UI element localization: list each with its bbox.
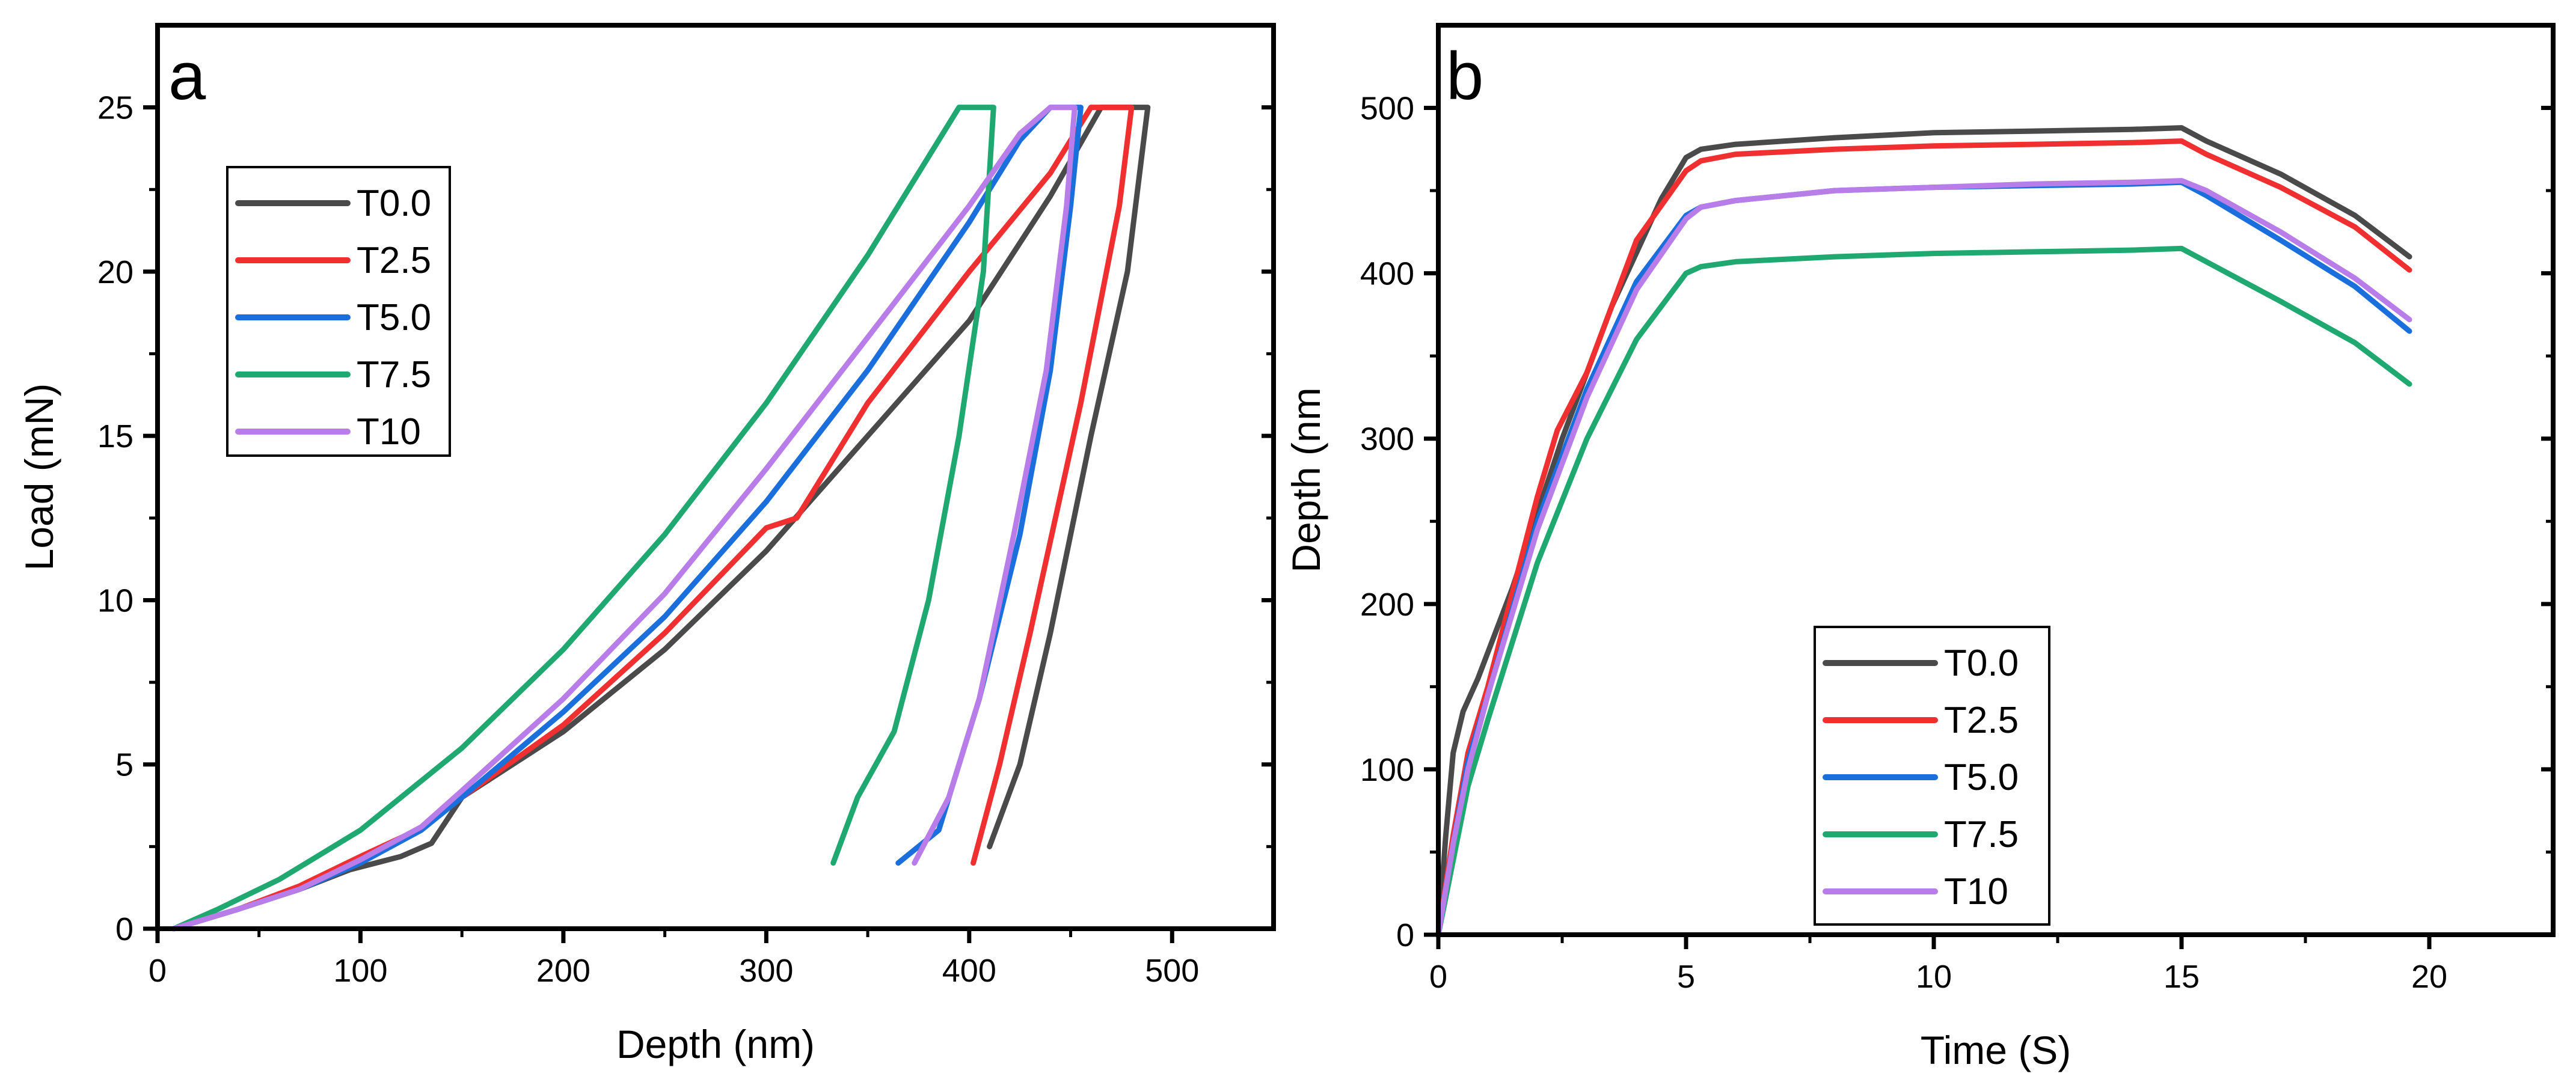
panel-a-x-tick-label: 100 (333, 953, 387, 989)
panel-a-legend-label-T7.5: T7.5 (357, 354, 431, 396)
panel-a-series-group (171, 105, 1151, 932)
panel-b-panel-letter: b (1446, 38, 1483, 114)
panel-b-legend-label-T7.5: T7.5 (1944, 814, 2019, 855)
panel-a-series-line-T5.0 (171, 105, 1084, 932)
panel-a-x-tick-label: 200 (536, 953, 590, 989)
panel-a-series-line-T10 (171, 105, 1078, 932)
panel-a-y-tick-label: 5 (115, 747, 133, 783)
panel-b-x-tick-label: 10 (1916, 959, 1952, 995)
panel-b-y-tick-label: 0 (1396, 917, 1414, 953)
panel-b-series-group (1435, 125, 2412, 938)
panel-b-series-line-T10 (1435, 178, 2412, 938)
panel-b-x-tick-label: 0 (1429, 959, 1447, 995)
panel-b-series-line-T7.5 (1435, 245, 2412, 938)
panel-a-series-line-T0.0 (171, 105, 1151, 932)
panel-b-x-tick-label: 5 (1677, 959, 1695, 995)
panel-b-y-tick-label: 500 (1360, 91, 1414, 127)
panel-b-legend-label-T0.0: T0.0 (1944, 643, 2019, 684)
panel-a-y-tick-label: 20 (97, 254, 133, 290)
panel-b-y-tick-label: 200 (1360, 587, 1414, 623)
panel-a-load-vs-depth-chart: 0 100 200 300 400 500 0 5 10 15 20 25 Depth (nm) Load… (17, 23, 1276, 1066)
panel-b-legend-label-T10: T10 (1944, 871, 2008, 912)
panel-b-y-axis-title: Depth (nm (1284, 387, 1328, 572)
panel-b-series-line-T0.0 (1435, 125, 2412, 938)
panel-b-x-tick-label: 20 (2411, 959, 2447, 995)
panel-b-y-tick-label: 100 (1360, 752, 1414, 788)
panel-a-legend-label-T2.5: T2.5 (357, 240, 431, 281)
panel-a-x-tick-label: 500 (1145, 953, 1199, 989)
panel-a-y-tick-label: 15 (97, 418, 133, 454)
panel-b-series-line-T2.5 (1435, 138, 2412, 938)
panel-a-y-tick-label: 10 (97, 582, 133, 619)
panel-b-legend-label-T2.5: T2.5 (1944, 700, 2019, 741)
panel-a-legend-label-T0.0: T0.0 (357, 183, 431, 224)
panel-b-plot-frame (1436, 23, 2556, 937)
panel-b-x-tick-label: 15 (2164, 959, 2200, 995)
panel-a-x-axis-title: Depth (nm) (616, 1022, 815, 1066)
panel-b-x-axis-title: Time (S) (1921, 1028, 2072, 1072)
panel-a-legend-label-T10: T10 (357, 411, 421, 453)
panel-a-x-tick-label: 0 (149, 953, 167, 989)
panel-a-y-axis-title: Load (mN) (17, 384, 61, 571)
panel-a-legend-box (226, 166, 451, 457)
panel-a-y-tick-label: 25 (97, 90, 133, 126)
panel-a-plot-frame (155, 23, 1276, 931)
panel-a-legend-label-T5.0: T5.0 (357, 297, 431, 338)
panel-b-y-tick-label: 300 (1360, 421, 1414, 457)
panel-b-legend: T0.0 T2.5 T5.0 T7.5 T10 (1814, 626, 2050, 926)
panel-a-x-tick-label: 400 (942, 953, 996, 989)
panel-b-y-tick-label: 400 (1360, 256, 1414, 292)
panel-a-legend: T0.0 T2.5 T5.0 T7.5 T10 (226, 166, 451, 457)
panel-a-series-line-T7.5 (171, 105, 996, 932)
panel-a-x-tick-label: 300 (739, 953, 793, 989)
panel-a-panel-letter: a (168, 38, 206, 114)
panel-a-y-tick-label: 0 (115, 911, 133, 947)
panel-b-legend-label-T5.0: T5.0 (1944, 757, 2019, 798)
